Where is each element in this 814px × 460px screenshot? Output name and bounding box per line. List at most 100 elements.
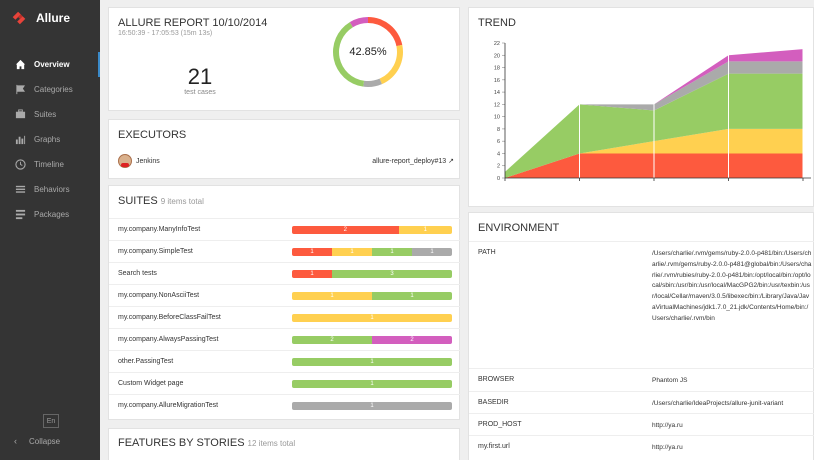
suite-row[interactable]: my.company.NonAsciiTest 1 1 [109,284,461,306]
status-segment-skipped: 1 [412,247,452,256]
environment-value: http://ya.ru [652,444,683,451]
report-time-range: 16:50:39 - 17:05:53 (15m 13s) [118,30,213,37]
collapse-button[interactable]: ‹ Collapse [14,436,60,446]
environment-row: BROWSER Phantom JS [469,368,814,391]
bar-chart-icon [14,134,26,146]
status-segment-unknown: 2 [372,335,452,344]
environment-value: Phantom JS [652,377,688,384]
clock-icon [14,159,26,171]
donut-slice-broken[interactable] [379,44,403,85]
status-segment-broken: 1 [292,313,452,322]
y-tick-label: 0 [497,176,500,182]
app-logo[interactable]: Allure [10,8,70,28]
executors-widget: EXECUTORS Jenkins allure-report_deploy#1… [108,119,460,179]
y-tick-label: 20 [494,53,500,59]
sidebar-item-packages[interactable]: Packages [0,202,100,227]
sidebar-item-behaviors[interactable]: Behaviors [0,177,100,202]
list-icon [14,184,26,196]
sidebar-item-label: Categories [34,85,73,94]
environment-row: my.first.url http://ya.ru [469,435,814,457]
suites-count: 9 items total [160,197,204,206]
features-title-line[interactable]: FEATURES BY STORIES 12 items total [118,437,295,449]
suite-row[interactable]: Search tests 1 3 [109,262,461,284]
external-link-icon: ↗ [448,158,454,165]
report-title: ALLURE REPORT 10/10/2014 [118,17,268,29]
suite-status-bar: 1 [292,401,452,410]
status-segment-passed: 1 [372,291,452,300]
build-name: allure-report_deploy#13 [372,157,447,165]
suites-title-line[interactable]: SUITES 9 items total [118,195,204,207]
test-count-label: test cases [184,89,216,96]
y-tick-label: 10 [494,115,500,121]
status-segment-passed: 1 [292,379,452,388]
donut-slice-failed[interactable] [368,17,403,47]
summary-widget: ALLURE REPORT 10/10/2014 16:50:39 - 17:0… [108,7,460,111]
sidebar-item-suites[interactable]: Suites [0,102,100,127]
y-tick-label: 14 [494,90,500,96]
sidebar-item-overview[interactable]: Overview [0,52,100,77]
allure-logo-icon [12,11,26,25]
app-name: Allure [36,11,71,25]
y-tick-label: 8 [497,127,500,133]
suite-row[interactable]: my.company.ManyInfoTest 2 1 [109,218,461,240]
suite-name: my.company.NonAsciiTest [118,292,200,299]
suite-row[interactable]: my.company.SimpleTest 1 1 1 1 [109,240,461,262]
suite-row[interactable]: Custom Widget page 1 [109,372,461,394]
suite-row[interactable]: my.company.AlwaysPassingTest 2 2 [109,328,461,350]
status-segment-failed: 1 [292,269,332,278]
suite-name: other.PassingTest [118,358,174,365]
language-button[interactable]: En [43,414,59,428]
trend-widget: TREND 0 2 4 6 8 10 12 14 16 18 20 22 [468,7,814,207]
environment-row: PROD_HOST http://ya.ru [469,413,814,435]
status-segment-failed: 2 [292,225,399,234]
environment-key: BROWSER [478,376,515,383]
trend-area-unknown[interactable] [505,49,803,172]
sidebar-item-timeline[interactable]: Timeline [0,152,100,177]
success-rate: 42.85% [349,46,387,58]
suites-widget: SUITES 9 items total my.company.ManyInfoT… [108,185,461,420]
suite-row[interactable]: my.company.BeforeClassFailTest 1 [109,306,461,328]
suite-name: my.company.SimpleTest [118,248,193,255]
environment-key: my.first.url [478,443,510,450]
sidebar-item-label: Overview [34,60,70,69]
features-widget: FEATURES BY STORIES 12 items total [108,428,460,460]
donut-slice-skipped[interactable] [363,78,382,87]
donut-slice-unknown[interactable] [349,17,368,28]
donut-slice-passed[interactable] [333,22,365,87]
status-donut-chart [333,17,403,87]
y-tick-label: 2 [497,164,500,170]
suite-row[interactable]: other.PassingTest 1 [109,350,461,372]
environment-key: BASEDIR [478,399,509,406]
environment-title: ENVIRONMENT [478,222,560,234]
y-tick-label: 6 [497,139,500,145]
sidebar-item-categories[interactable]: Categories [0,77,100,102]
briefcase-icon [14,109,26,121]
suite-name: my.company.ManyInfoTest [118,226,201,233]
environment-row: BASEDIR/Users/charlie/IdeaProjects/allur… [469,391,814,413]
suite-name: Custom Widget page [118,380,184,387]
trend-title: TREND [478,17,516,29]
sidebar-item-graphs[interactable]: Graphs [0,127,100,152]
executor-name: Jenkins [136,157,160,165]
suite-row[interactable]: my.company.AllureMigrationTest 1 [109,394,461,416]
environment-key: PATH [478,249,496,256]
y-tick-label: 18 [494,66,500,72]
trend-chart: 0 2 4 6 8 10 12 14 16 18 20 22 [494,41,811,182]
trend-area-skipped[interactable] [505,61,803,172]
flag-icon [14,84,26,96]
y-tick-label: 16 [494,78,500,84]
sidebar-item-label: Behaviors [34,185,70,194]
build-link[interactable]: allure-report_deploy#13 ↗ [372,157,454,166]
y-tick-label: 22 [494,41,500,47]
status-segment-skipped: 1 [292,401,452,410]
status-segment-passed: 1 [292,357,452,366]
status-segment-failed: 1 [292,247,332,256]
home-icon [14,59,26,71]
sidebar: Allure Overview Categories Suites Graphs Tim… [0,0,100,460]
sidebar-item-label: Timeline [34,160,64,169]
executors-title: EXECUTORS [118,129,187,141]
y-tick-label: 4 [497,151,500,157]
